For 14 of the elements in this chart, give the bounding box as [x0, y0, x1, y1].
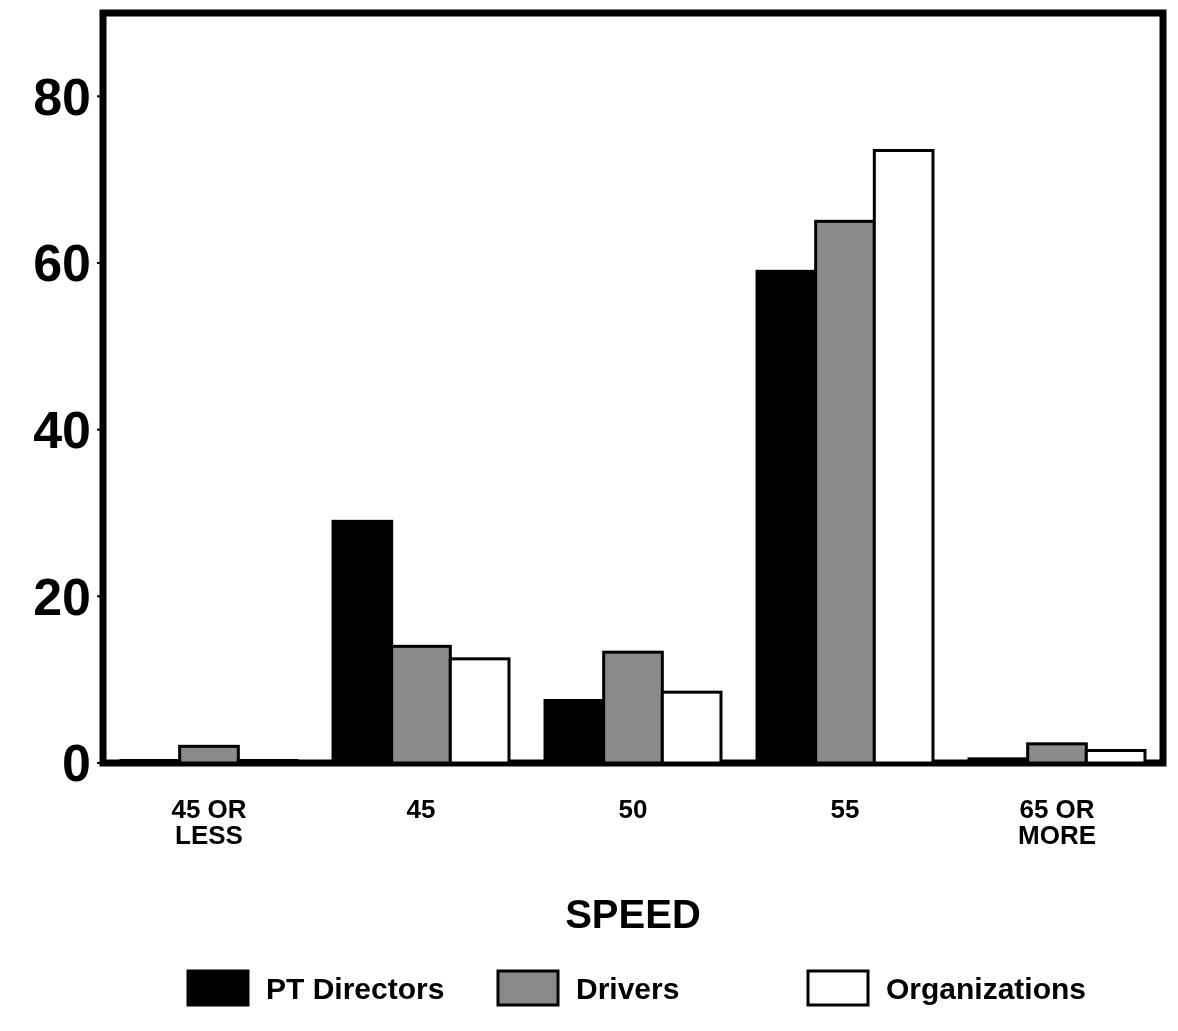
legend-label: Drivers	[576, 972, 680, 1005]
x-tick-label: 55	[830, 794, 860, 824]
x-tick-label: 50	[618, 794, 648, 824]
legend-label: PT Directors	[266, 972, 445, 1005]
x-tick-label: 45	[406, 794, 436, 824]
y-tick-label: 20	[33, 567, 91, 626]
y-tick-label: 60	[33, 234, 91, 293]
y-tick-label: 40	[33, 400, 91, 459]
y-tick-label: 80	[33, 67, 91, 126]
x-tick-label: 65 OR MORE	[1018, 794, 1096, 850]
legend-label: Organizations	[886, 972, 1087, 1005]
x-axis-title: SPEED	[565, 892, 701, 936]
x-tick-label: 45 OR LESS	[171, 794, 247, 850]
y-tick-label: 0	[62, 734, 91, 793]
